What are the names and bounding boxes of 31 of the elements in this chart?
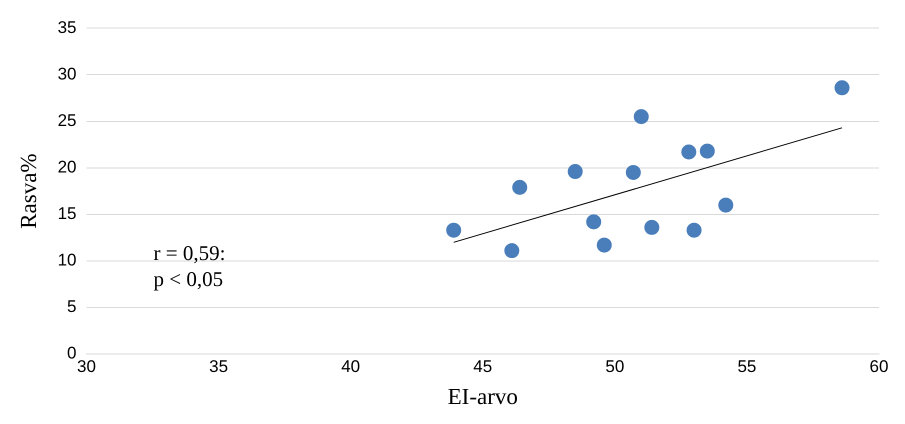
y-tick-label: 5 <box>67 297 77 316</box>
point <box>596 238 612 253</box>
y-axis-title: Rasva% <box>16 153 41 229</box>
point <box>681 144 696 160</box>
annotation: r = 0,59: p < 0,05 <box>154 241 226 291</box>
x-tick-label: 60 <box>870 356 888 376</box>
x-tick-label: 35 <box>209 356 228 376</box>
y-tick-label: 25 <box>58 110 77 130</box>
point <box>700 144 715 159</box>
point <box>626 164 641 180</box>
point <box>512 180 528 195</box>
x-tick-label: 40 <box>341 356 360 376</box>
y-tick-label: 30 <box>58 64 77 84</box>
point <box>718 198 734 213</box>
point <box>504 243 520 258</box>
x-tick-label: 45 <box>473 356 492 376</box>
y-tick-label: 20 <box>58 158 77 177</box>
point <box>586 214 602 230</box>
y-tick-label: 15 <box>58 204 77 224</box>
point <box>644 220 660 235</box>
y-tick-label: 10 <box>58 250 77 270</box>
x-axis-title: EI-arvo <box>448 384 518 410</box>
y-tick-label: 0 <box>67 344 77 363</box>
point <box>834 80 850 96</box>
point <box>446 222 462 238</box>
point <box>634 109 649 124</box>
point <box>568 164 583 180</box>
point <box>686 222 702 238</box>
x-tick-label: 50 <box>605 356 624 376</box>
y-tick-label: 35 <box>58 18 77 37</box>
x-tick-label: 55 <box>737 356 756 376</box>
